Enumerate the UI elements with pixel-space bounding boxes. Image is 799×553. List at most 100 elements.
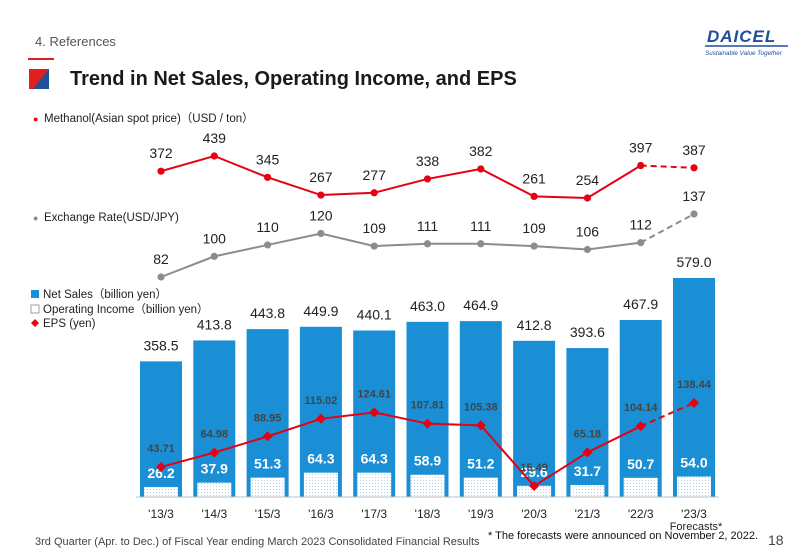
operating-income-bar (197, 482, 232, 497)
eps-value-label: 107.81 (411, 400, 445, 412)
exchange-value-label: 111 (417, 218, 438, 234)
exchange-legend-label: Exchange Rate(USD/JPY) (44, 212, 179, 224)
net-sales-bar (299, 326, 342, 497)
eps-point (262, 431, 273, 442)
logo-tagline: Sustainable Value Together (705, 50, 783, 57)
net-sales-bar (619, 319, 662, 497)
eps-legend-marker (31, 319, 39, 327)
exchange-point (157, 273, 165, 281)
methanol-value-label: 439 (203, 130, 227, 146)
net-sales-bar (406, 321, 449, 497)
eps-value-label: 124.61 (357, 388, 391, 400)
eps-point (475, 420, 486, 431)
net-sales-value-label: 443.8 (250, 305, 285, 321)
eps-point (422, 418, 433, 429)
operating-income-value-label: 51.2 (467, 456, 494, 472)
methanol-forecast-line (640, 164, 695, 169)
eps-legend-label: EPS (yen) (43, 318, 96, 330)
net-sales-bar (566, 348, 609, 497)
operating-income-bar (250, 477, 285, 497)
operating-income-value-label: 58.9 (414, 453, 441, 469)
exchange-point (477, 240, 485, 248)
net-sales-legend-label: Net Sales（billion yen） (43, 288, 167, 301)
methanol-point (317, 191, 325, 199)
eps-point (635, 421, 646, 432)
methanol-point (210, 152, 218, 160)
operating-income-bar (623, 477, 658, 497)
eps-value-label: 15.49 (520, 462, 548, 474)
methanol-value-label: 277 (363, 167, 387, 183)
methanol-value-label: 267 (309, 169, 333, 185)
operating-income-bar (410, 474, 445, 497)
eps-value-label: 138.44 (677, 379, 712, 391)
exchange-value-label: 109 (363, 220, 387, 236)
x-tick-label: '20/3 (521, 507, 547, 521)
exchange-value-label: 109 (522, 220, 546, 236)
section-label: 4. References (35, 34, 116, 49)
net-sales-value-label: 358.5 (143, 337, 178, 353)
eps-value-label: 115.02 (304, 395, 337, 407)
eps-point (315, 413, 326, 424)
net-sales-bar (673, 277, 715, 497)
x-tick-label: '18/3 (415, 507, 441, 521)
eps-point (689, 398, 699, 408)
net-sales-bar (193, 340, 236, 497)
x-tick-label: '13/3 (148, 507, 174, 521)
footer-text: 3rd Quarter (Apr. to Dec.) of Fiscal Yea… (35, 536, 480, 548)
operating-income-value-label: 31.7 (574, 463, 601, 479)
x-tick-label: '19/3 (468, 507, 494, 521)
net-sales-value-label: 393.6 (570, 324, 605, 340)
methanol-line (160, 154, 642, 200)
eps-value-label: 65.18 (574, 428, 602, 440)
net-sales-value-label: 440.1 (357, 306, 392, 322)
company-logo: DAICEL Sustainable Value Together (705, 27, 788, 57)
operating-income-value-label: 29.6 (520, 464, 547, 480)
x-tick-label: '14/3 (201, 507, 227, 521)
net-sales-value-label: 412.8 (517, 317, 552, 333)
operating-income-bar (303, 472, 338, 497)
exchange-value-label: 82 (153, 251, 169, 267)
net-sales-value-label: 464.9 (463, 297, 498, 313)
operating-income-bar (677, 476, 711, 497)
exchange-legend-marker: ● (33, 213, 38, 223)
net-sales-bar (459, 321, 502, 497)
exchange-value-label: 112 (630, 217, 653, 233)
exchange-value-label: 120 (309, 207, 333, 223)
operating-income-value-label: 50.7 (627, 456, 654, 472)
methanol-value-label: 382 (469, 143, 493, 159)
net-sales-value-label: 463.0 (410, 298, 445, 314)
methanol-point (157, 167, 165, 175)
operating-income-bar (144, 487, 178, 497)
eps-value-label: 104.14 (624, 402, 659, 414)
methanol-legend-label: Methanol(Asian spot price)（USD / ton） (44, 112, 254, 125)
eps-value-label: 88.95 (254, 412, 282, 424)
exchange-point (317, 229, 325, 238)
exchange-forecast-line (640, 213, 695, 244)
net-sales-value-label: 467.9 (623, 296, 658, 312)
page-title: Trend in Net Sales, Operating Income, an… (70, 68, 517, 90)
eps-point (156, 461, 166, 472)
x-tick-label: '23/3 (681, 507, 707, 521)
net-sales-bar (140, 361, 182, 497)
methanol-legend-marker: ● (33, 114, 38, 124)
methanol-point (637, 161, 645, 170)
header-accent-line (28, 58, 54, 60)
net-sales-bar (246, 329, 289, 497)
exchange-point (210, 252, 218, 260)
exchange-line (160, 232, 641, 278)
eps-point (529, 481, 540, 491)
exchange-point (264, 241, 272, 249)
operating-income-bar (517, 485, 552, 497)
eps-value-label: 64.98 (201, 429, 229, 441)
exchange-point (423, 240, 432, 248)
methanol-value-label: 261 (522, 170, 546, 186)
page-number: 18 (768, 532, 784, 548)
methanol-point (530, 192, 538, 201)
methanol-point (477, 165, 485, 173)
exchange-point (370, 242, 378, 250)
eps-value-label: 43.71 (147, 443, 175, 455)
operating-income-bar (570, 485, 605, 497)
x-tick-label: '15/3 (255, 507, 281, 521)
operating-income-bar (463, 477, 498, 497)
